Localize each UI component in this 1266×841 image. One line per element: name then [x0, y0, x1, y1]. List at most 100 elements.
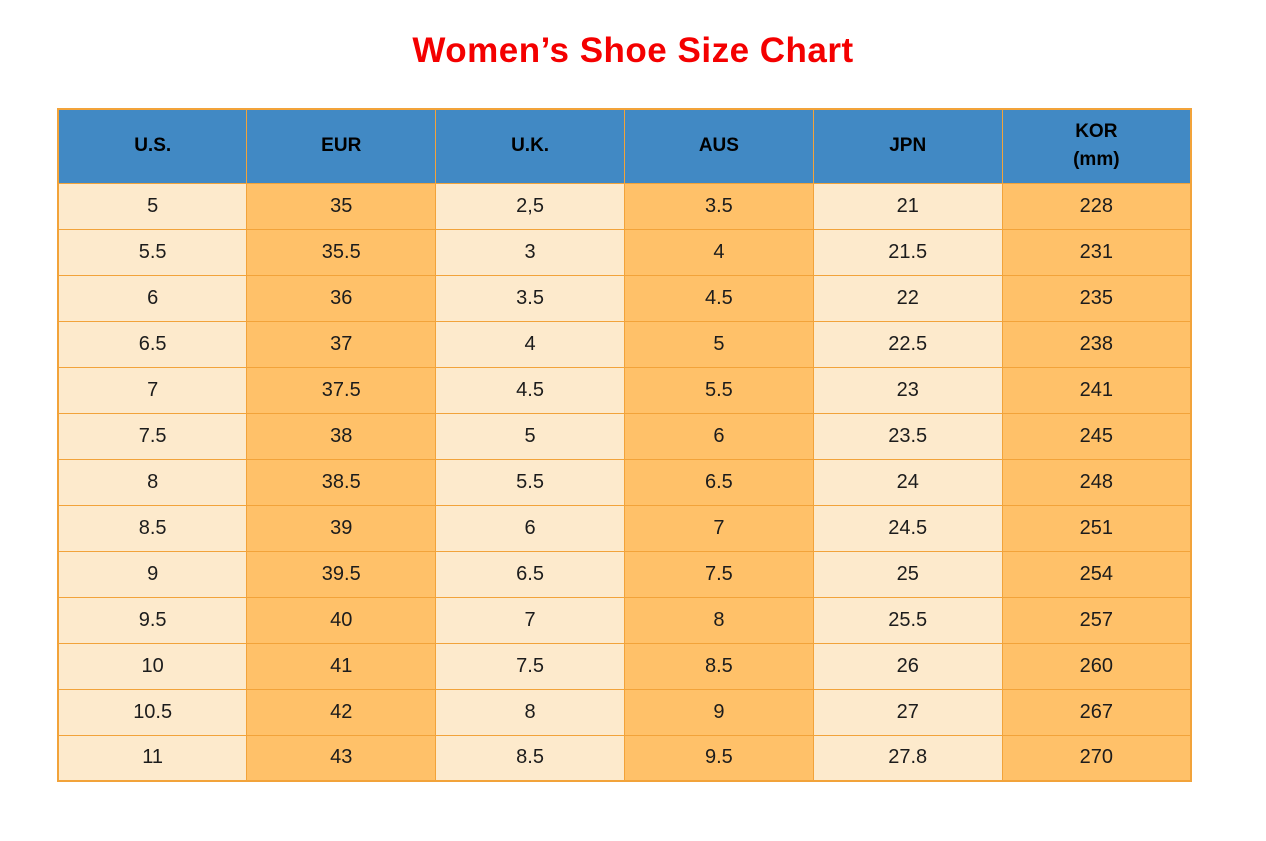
table-row: 5.5 35.5 3 4 21.5 231	[57, 228, 1192, 276]
table-cell: 5.5	[57, 228, 248, 276]
table-cell: 41	[246, 642, 437, 690]
table-cell: 9	[57, 550, 248, 598]
table-row: 11 43 8.5 9.5 27.8 270	[57, 734, 1192, 782]
table-row: 6 36 3.5 4.5 22 235	[57, 274, 1192, 322]
header-row: U.S. EUR U.K. AUS JPN KOR (mm)	[57, 108, 1192, 184]
table-cell: 9.5	[623, 734, 814, 782]
column-header-u-s: U.S.	[57, 108, 248, 184]
table-row: 7 37.5 4.5 5.5 23 241	[57, 366, 1192, 414]
table-cell: 25	[812, 550, 1003, 598]
table-cell: 6.5	[435, 550, 625, 598]
table-cell: 6	[623, 412, 814, 460]
table-cell: 267	[1001, 688, 1192, 736]
table-cell: 8	[57, 458, 248, 506]
table-cell: 4	[623, 228, 814, 276]
table-cell: 6.5	[57, 320, 248, 368]
table-cell: 7	[623, 504, 814, 552]
table-cell: 228	[1001, 182, 1192, 230]
table-cell: 22	[812, 274, 1003, 322]
table-cell: 245	[1001, 412, 1192, 460]
table-cell: 35.5	[246, 228, 437, 276]
table-cell: 21.5	[812, 228, 1003, 276]
table-cell: 8	[623, 596, 814, 644]
table-row: 9.5 40 7 8 25.5 257	[57, 596, 1192, 644]
table-row: 8.5 39 6 7 24.5 251	[57, 504, 1192, 552]
shoe-size-table: U.S. EUR U.K. AUS JPN KOR (mm) 5 35 2,5 3.5 21 228…	[57, 108, 1192, 782]
table-cell: 7	[435, 596, 625, 644]
table-cell: 24	[812, 458, 1003, 506]
table-cell: 7.5	[435, 642, 625, 690]
table-row: 6.5 37 4 5 22.5 238	[57, 320, 1192, 368]
table-row: 8 38.5 5.5 6.5 24 248	[57, 458, 1192, 506]
column-header-eur: EUR	[246, 108, 437, 184]
table-cell: 11	[57, 734, 248, 782]
table-cell: 257	[1001, 596, 1192, 644]
table-cell: 2,5	[435, 182, 625, 230]
table-cell: 10.5	[57, 688, 248, 736]
table-cell: 7.5	[57, 412, 248, 460]
table-cell: 42	[246, 688, 437, 736]
table-cell: 40	[246, 596, 437, 644]
table-cell: 27.8	[812, 734, 1003, 782]
table-cell: 8	[435, 688, 625, 736]
table-cell: 7	[57, 366, 248, 414]
column-header-jpn: JPN	[812, 108, 1003, 184]
table-cell: 8.5	[623, 642, 814, 690]
table-cell: 238	[1001, 320, 1192, 368]
table-cell: 22.5	[812, 320, 1003, 368]
table-cell: 270	[1001, 734, 1192, 782]
table-cell: 5	[57, 182, 248, 230]
table-cell: 38.5	[246, 458, 437, 506]
table-cell: 251	[1001, 504, 1192, 552]
table-header: U.S. EUR U.K. AUS JPN KOR (mm)	[57, 108, 1192, 184]
table-cell: 37	[246, 320, 437, 368]
table-cell: 26	[812, 642, 1003, 690]
table-cell: 5	[435, 412, 625, 460]
table-cell: 10	[57, 642, 248, 690]
table-cell: 23.5	[812, 412, 1003, 460]
table-cell: 5	[623, 320, 814, 368]
table-cell: 231	[1001, 228, 1192, 276]
table-cell: 4	[435, 320, 625, 368]
table-cell: 4.5	[623, 274, 814, 322]
table-cell: 6.5	[623, 458, 814, 506]
table-body: 5 35 2,5 3.5 21 228 5.5 35.5 3 4 21.5 231 6 36 3.5 4.5 2…	[57, 182, 1192, 782]
table-cell: 260	[1001, 642, 1192, 690]
table-cell: 21	[812, 182, 1003, 230]
table-cell: 9.5	[57, 596, 248, 644]
column-header-u-k: U.K.	[435, 108, 625, 184]
table-cell: 241	[1001, 366, 1192, 414]
table-cell: 39.5	[246, 550, 437, 598]
table-cell: 36	[246, 274, 437, 322]
table-cell: 37.5	[246, 366, 437, 414]
table-cell: 6	[57, 274, 248, 322]
page-title: Women’s Shoe Size Chart	[412, 31, 854, 70]
table-cell: 35	[246, 182, 437, 230]
table-row: 7.5 38 5 6 23.5 245	[57, 412, 1192, 460]
table-cell: 6	[435, 504, 625, 552]
table-cell: 43	[246, 734, 437, 782]
table-cell: 9	[623, 688, 814, 736]
table-cell: 3.5	[623, 182, 814, 230]
table-cell: 8.5	[435, 734, 625, 782]
table-cell: 38	[246, 412, 437, 460]
column-header-kor-mm: KOR (mm)	[1001, 108, 1192, 184]
table-cell: 7.5	[623, 550, 814, 598]
table-cell: 3.5	[435, 274, 625, 322]
table-cell: 4.5	[435, 366, 625, 414]
table-row: 9 39.5 6.5 7.5 25 254	[57, 550, 1192, 598]
table-cell: 235	[1001, 274, 1192, 322]
table-cell: 25.5	[812, 596, 1003, 644]
table-cell: 24.5	[812, 504, 1003, 552]
table-cell: 8.5	[57, 504, 248, 552]
column-header-aus: AUS	[623, 108, 814, 184]
table-cell: 3	[435, 228, 625, 276]
table-cell: 27	[812, 688, 1003, 736]
table-cell: 39	[246, 504, 437, 552]
table-cell: 5.5	[435, 458, 625, 506]
table-cell: 254	[1001, 550, 1192, 598]
table-row: 10.5 42 8 9 27 267	[57, 688, 1192, 736]
table-cell: 23	[812, 366, 1003, 414]
table-row: 5 35 2,5 3.5 21 228	[57, 182, 1192, 230]
table-cell: 5.5	[623, 366, 814, 414]
